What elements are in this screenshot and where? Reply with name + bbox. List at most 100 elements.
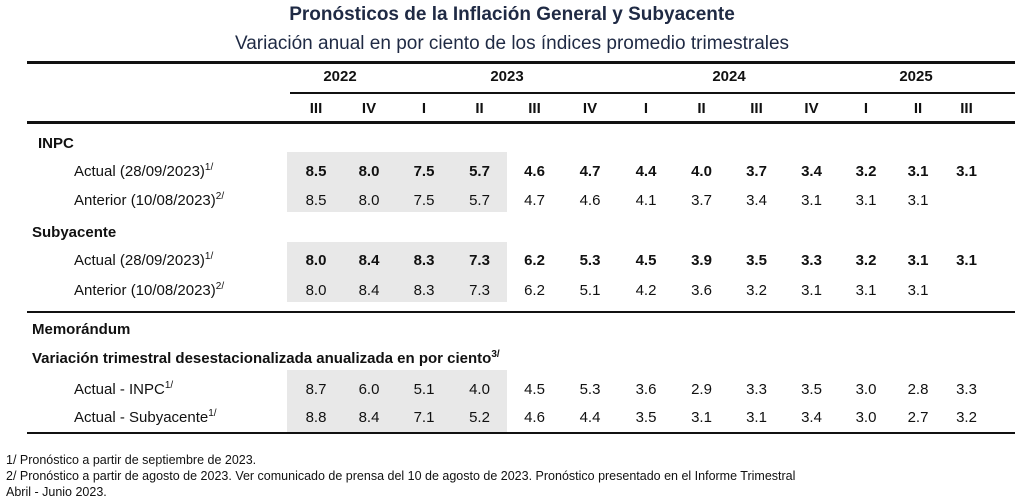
footnote: Abril - Junio 2023. [6, 485, 107, 499]
history-shade [287, 370, 507, 432]
table-cell: 5.3 [579, 251, 601, 269]
table-cell: 3.1 [907, 281, 929, 299]
row-label: Actual (28/09/2023)1/ [74, 162, 214, 180]
row-label: Anterior (10/08/2023)2/ [74, 191, 225, 209]
top-rule [27, 61, 1015, 64]
table-row: Anterior (10/08/2023)2/8.5 8.0 7.5 5.7 4.7 4.… [0, 188, 1024, 212]
table-cell: 6.0 [358, 380, 380, 398]
table-cell: 8.3 [413, 251, 435, 269]
row-label: Actual (28/09/2023)1/ [74, 251, 214, 269]
table-cell: 5.1 [413, 380, 435, 398]
quarter-header: I [421, 99, 427, 117]
year-header: 2024 [712, 68, 746, 85]
table-cell: 3.5 [635, 408, 657, 426]
section-inpc: INPC [0, 131, 1024, 155]
table-cell: 8.0 [305, 281, 327, 299]
row-label: Actual - INPC1/ [74, 380, 174, 398]
quarter-header: IV [361, 99, 377, 117]
table-cell: 3.5 [746, 251, 767, 269]
table-cell: 8.7 [305, 380, 327, 398]
year-header: 2022 [323, 68, 357, 85]
table-cell: 4.5 [524, 380, 545, 398]
table-cell: 3.3 [746, 380, 767, 398]
table-cell: 8.4 [358, 281, 380, 299]
table-cell: 5.3 [579, 380, 601, 398]
table-cell: 6.2 [524, 251, 545, 269]
year-rule [290, 92, 1015, 94]
table-cell: 3.0 [855, 408, 877, 426]
quarter-header: II [475, 99, 484, 117]
table-cell: 4.0 [691, 162, 712, 180]
table-cell: 2.7 [907, 408, 929, 426]
section-label: Memorándum [32, 320, 131, 338]
history-shade [287, 242, 507, 302]
table-cell: 4.4 [635, 162, 657, 180]
table-cell: 3.3 [801, 251, 822, 269]
table-cell: 8.5 [305, 162, 327, 180]
table-cell: 8.5 [305, 191, 327, 209]
table-cell: 7.5 [413, 191, 435, 209]
table-cell: 5.7 [469, 191, 490, 209]
footnote: 2/ Pronóstico a partir de agosto de 2023… [6, 469, 796, 483]
section-label: Subyacente [32, 223, 117, 241]
table-cell: 8.4 [358, 251, 380, 269]
table-cell: 4.0 [469, 380, 490, 398]
table-cell: 3.1 [956, 251, 977, 269]
table-cell: 3.0 [855, 380, 877, 398]
table-cell: 4.6 [579, 191, 601, 209]
table-cell: 5.7 [469, 162, 490, 180]
table-cell: 3.1 [855, 191, 877, 209]
table-cell: 3.7 [746, 162, 767, 180]
table-cell: 4.4 [579, 408, 601, 426]
bottom-rule [27, 432, 1015, 434]
table-cell: 3.1 [907, 191, 929, 209]
section-rule [27, 311, 1015, 313]
table-cell: 3.1 [801, 281, 822, 299]
table-cell: 2.9 [691, 380, 712, 398]
table-cell: 5.2 [469, 408, 490, 426]
table-cell: 7.5 [413, 162, 435, 180]
quarter-header: III [960, 99, 973, 117]
memo-sublabel-row: Variación trimestral desestacionalizada … [0, 346, 1024, 370]
year-header: 2023 [490, 68, 524, 85]
table-row: Actual (28/09/2023)1/8.5 8.0 7.5 5.7 4.6 4.7 4… [0, 159, 1024, 183]
row-label: Actual - Subyacente1/ [74, 408, 217, 426]
history-shade [287, 152, 507, 212]
table-cell: 3.1 [746, 408, 767, 426]
table-cell: 3.1 [956, 162, 977, 180]
table-cell: 8.3 [413, 281, 435, 299]
quarter-header: III [750, 99, 763, 117]
table-cell: 3.6 [635, 380, 657, 398]
table-cell: 7.1 [413, 408, 435, 426]
table-cell: 4.6 [524, 408, 545, 426]
table-cell: 3.2 [855, 162, 877, 180]
section-label: INPC [38, 134, 74, 152]
table-row: Anterior (10/08/2023)2/8.0 8.4 8.3 7.3 6.2 5.… [0, 278, 1024, 302]
table-cell: 4.6 [524, 162, 545, 180]
table-cell: 3.2 [956, 408, 977, 426]
footnote: 1/ Pronóstico a partir de septiembre de … [6, 453, 257, 467]
table-cell: 8.8 [305, 408, 327, 426]
table-cell: 3.4 [801, 408, 822, 426]
year-header: 2025 [899, 68, 933, 85]
table-row: Actual - INPC1/8.7 6.0 5.1 4.0 4.5 5.3 3.6 2.9 3… [0, 377, 1024, 401]
table-cell: 3.1 [907, 251, 929, 269]
table-cell: 8.4 [358, 408, 380, 426]
table-cell: 3.4 [801, 162, 822, 180]
table-cell: 8.0 [305, 251, 327, 269]
table-cell: 3.5 [801, 380, 822, 398]
header-rule [27, 121, 1015, 124]
quarter-header: III [528, 99, 541, 117]
table-cell: 3.9 [691, 251, 712, 269]
table-cell: 4.5 [635, 251, 657, 269]
table-cell: 7.3 [469, 251, 490, 269]
quarter-header: IV [804, 99, 819, 117]
table-title: Pronósticos de la Inflación General y Su… [289, 4, 735, 25]
quarter-header: II [697, 99, 706, 117]
quarter-header-row: III IV I II III IV I II III IV I II III [0, 96, 1024, 120]
table-cell: 8.0 [358, 191, 380, 209]
table-cell: 4.7 [579, 162, 601, 180]
table-cell: 3.7 [691, 191, 712, 209]
table-row: Actual (28/09/2023)1/8.0 8.4 8.3 7.3 6.2 5.3 4… [0, 248, 1024, 272]
table-cell: 3.1 [691, 408, 712, 426]
